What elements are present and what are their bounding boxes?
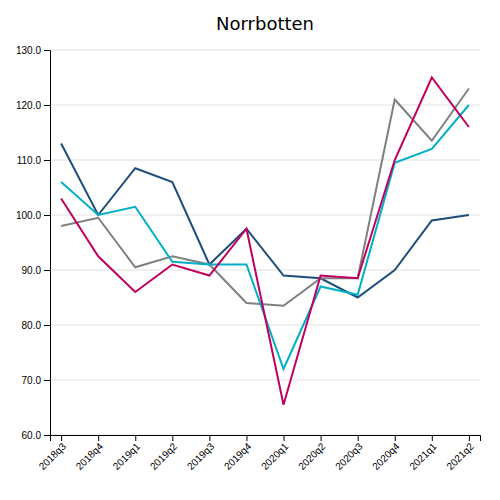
x-tick-mark xyxy=(469,435,470,441)
x-tick-label: 2021q1 xyxy=(407,440,439,472)
x-tick: 2020q2 xyxy=(296,435,328,472)
y-tick-label: 70.0 xyxy=(22,375,42,386)
y-tick-mark xyxy=(44,270,50,271)
chart-container: 60.0 70.0 80.0 90.0 100.0 110.0 120.0 130.0 2018… xyxy=(0,0,500,500)
x-tick-label: 2021q2 xyxy=(444,440,476,472)
grid-line xyxy=(50,105,480,106)
x-tick: 2018q4 xyxy=(74,435,106,472)
y-tick-mark xyxy=(44,105,50,106)
y-tick-label: 120.0 xyxy=(16,100,41,111)
grid-line xyxy=(50,325,480,326)
y-tick-mark xyxy=(44,435,50,436)
series-line xyxy=(61,144,469,298)
x-tick: 2019q4 xyxy=(222,435,254,472)
y-tick-label: 100.0 xyxy=(16,210,41,221)
y-tick-mark xyxy=(44,50,50,51)
x-tick-mark xyxy=(432,435,433,441)
x-axis-line xyxy=(51,436,481,442)
y-tick-label: 130.0 xyxy=(16,45,41,56)
y-tick-mark xyxy=(44,380,50,381)
x-tick-mark xyxy=(61,435,62,441)
x-axis: 2018q32018q42019q12019q22019q32019q42020… xyxy=(37,435,481,472)
y-tick-mark xyxy=(44,215,50,216)
y-tick: 110.0 xyxy=(17,155,50,166)
x-tick-label: 2020q3 xyxy=(333,440,365,472)
series-line xyxy=(61,105,469,369)
grid-line xyxy=(50,270,480,271)
x-tick-label: 2018q4 xyxy=(74,440,106,472)
grid xyxy=(50,50,480,435)
x-tick: 2019q3 xyxy=(185,435,217,472)
grid-line xyxy=(50,215,480,216)
x-tick-label: 2020q1 xyxy=(259,440,291,472)
grid-line xyxy=(50,380,480,381)
x-tick: 2020q3 xyxy=(333,435,365,472)
chart-svg: 60.0 70.0 80.0 90.0 100.0 110.0 120.0 130.0 2018… xyxy=(0,0,500,500)
series-line xyxy=(61,78,469,405)
y-tick-mark xyxy=(44,160,50,161)
x-tick: 2020q1 xyxy=(259,435,291,472)
x-tick: 2019q2 xyxy=(148,435,180,472)
x-tick-label: 2019q2 xyxy=(148,440,180,472)
x-tick-label: 2019q3 xyxy=(185,440,217,472)
y-tick: 70.0 xyxy=(22,375,50,386)
grid-line xyxy=(50,50,480,51)
x-tick-mark xyxy=(172,435,173,441)
y-tick: 60.0 xyxy=(22,430,50,441)
x-tick-mark xyxy=(395,435,396,441)
x-tick-mark xyxy=(284,435,285,441)
x-tick-label: 2018q3 xyxy=(37,440,69,472)
y-tick: 80.0 xyxy=(22,320,50,331)
y-tick-label: 110.0 xyxy=(17,155,42,166)
plot-area: 60.0 70.0 80.0 90.0 100.0 110.0 120.0 130.0 2018… xyxy=(16,45,481,472)
chart-title: Norrbotten xyxy=(216,13,314,34)
y-tick: 90.0 xyxy=(22,265,50,276)
x-tick-mark xyxy=(98,435,99,441)
x-tick: 2019q1 xyxy=(111,435,143,472)
y-tick-mark xyxy=(44,325,50,326)
grid-line xyxy=(50,160,480,161)
y-axis: 60.0 70.0 80.0 90.0 100.0 110.0 120.0 130.0 xyxy=(16,45,51,441)
x-tick-label: 2020q4 xyxy=(370,440,402,472)
x-tick-mark xyxy=(358,435,359,441)
x-tick-mark xyxy=(135,435,136,441)
y-tick-label: 80.0 xyxy=(22,320,42,331)
x-tick: 2021q2 xyxy=(444,435,476,472)
x-tick: 2020q4 xyxy=(370,435,402,472)
y-tick: 100.0 xyxy=(16,210,50,221)
series-line xyxy=(61,89,469,306)
y-axis-line xyxy=(44,51,51,436)
x-tick-mark xyxy=(321,435,322,441)
x-tick-mark xyxy=(246,435,247,441)
x-tick-label: 2019q1 xyxy=(111,440,143,472)
y-tick-label: 90.0 xyxy=(22,265,42,276)
x-tick-label: 2020q2 xyxy=(296,440,328,472)
x-tick-label: 2019q4 xyxy=(222,440,254,472)
lines xyxy=(61,78,469,405)
x-tick: 2021q1 xyxy=(407,435,439,472)
y-tick: 130.0 xyxy=(16,45,50,56)
y-tick: 120.0 xyxy=(16,100,50,111)
x-tick: 2018q3 xyxy=(37,435,69,472)
y-tick-label: 60.0 xyxy=(22,430,42,441)
x-tick-mark xyxy=(209,435,210,441)
